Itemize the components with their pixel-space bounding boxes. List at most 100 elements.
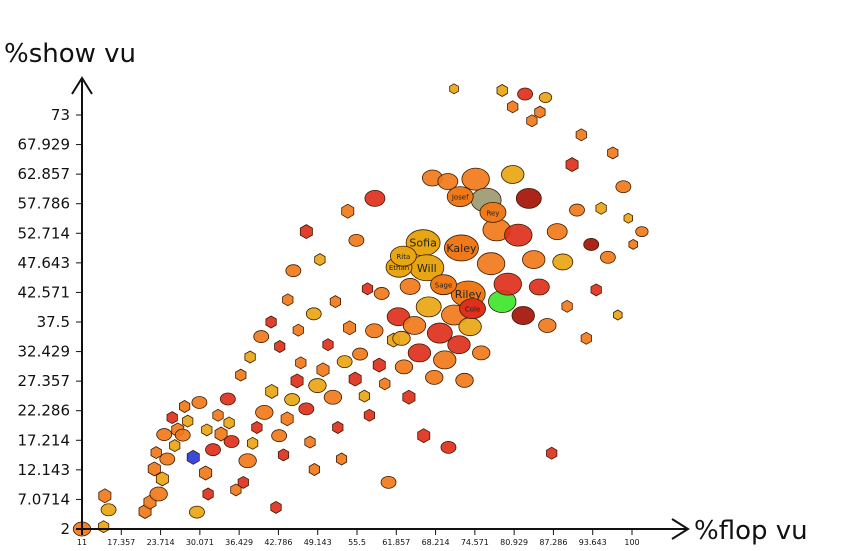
scatter-point <box>402 316 427 335</box>
scatter-point <box>100 503 117 517</box>
scatter-point <box>149 486 168 502</box>
x-ticks: 11 17.357 23.714 30.071 36.429 42.786 49.143 55… <box>77 529 640 547</box>
scatter-point <box>569 203 585 217</box>
scatter-point <box>565 157 579 173</box>
x-tick-label: 80.929 <box>500 538 528 547</box>
x-tick-label: 30.071 <box>186 538 214 547</box>
scatter-point <box>186 449 200 465</box>
x-tick-label: 17.357 <box>107 538 135 547</box>
scatter-point <box>449 83 459 95</box>
scatter-point <box>613 309 623 321</box>
point-label: Cole <box>465 306 480 314</box>
scatter-point <box>440 440 457 454</box>
scatter-point <box>583 238 600 251</box>
scatter-point <box>607 146 619 160</box>
scatter-point <box>308 378 327 393</box>
point-label: Kaley <box>446 242 477 255</box>
x-tick-label: 42.786 <box>264 538 292 547</box>
scatter-point <box>476 252 506 276</box>
y-tick-label: 52.714 <box>18 224 71 242</box>
scatter-point <box>425 369 444 385</box>
labeled-point <box>389 245 417 267</box>
scatter-point <box>372 357 386 373</box>
scatter-point <box>415 296 442 318</box>
scatter-point <box>314 253 326 267</box>
scatter-point <box>201 423 213 437</box>
scatter-point <box>348 371 362 387</box>
scatter-point <box>277 448 290 462</box>
scatter-point <box>379 377 391 391</box>
scatter-point <box>202 487 214 501</box>
labeled-point <box>459 298 486 319</box>
point-label: Ethan <box>389 264 409 272</box>
scatter-point <box>253 330 270 343</box>
scatter-point <box>493 272 522 296</box>
scatter-point <box>504 223 533 247</box>
scatter-point <box>156 428 173 441</box>
point-label: Riley <box>455 288 483 301</box>
x-tick-label: 11 <box>77 538 87 547</box>
scatter-point <box>546 223 568 241</box>
scatter-point <box>271 429 288 443</box>
scatter-point <box>255 404 274 420</box>
point-label: Rita <box>396 253 410 261</box>
scatter-point <box>336 355 353 369</box>
point-label: Rey <box>486 209 499 217</box>
scatter-point <box>169 439 181 453</box>
scatter-point <box>323 389 343 405</box>
scatter-point <box>329 295 342 309</box>
scatter-point <box>270 500 282 514</box>
scatter-point <box>280 411 294 427</box>
scatter-point <box>298 402 315 416</box>
scatter-point <box>282 293 294 307</box>
scatter-point <box>237 475 249 489</box>
scatter-point <box>189 505 205 519</box>
scatter-point <box>174 428 191 442</box>
scatter-point <box>515 187 542 209</box>
scatter-point <box>246 436 259 450</box>
y-axis-title: %show vu <box>4 39 136 69</box>
scatter-point <box>501 165 525 184</box>
scatter-point <box>417 428 431 444</box>
scatter-point <box>599 250 616 264</box>
x-tick-label: 49.143 <box>304 538 332 547</box>
scatter-point <box>322 338 334 352</box>
scatter-point <box>98 520 110 534</box>
y-tick-label: 67.929 <box>18 136 71 154</box>
scatter-point <box>407 343 432 363</box>
y-ticks: 2 7.0714 12.143 17.214 22.286 27.357 32.429 37.… <box>18 106 82 538</box>
scatter-point <box>455 372 474 388</box>
scatter-point <box>364 189 386 207</box>
x-tick-label: 23.714 <box>147 538 175 547</box>
labeled-point <box>479 201 507 223</box>
x-tick-label: 55.5 <box>348 538 366 547</box>
point-label: Sofia <box>409 237 436 250</box>
y-tick-label: 73 <box>51 106 70 124</box>
scatter-point <box>150 446 162 460</box>
scatter-point <box>361 282 374 296</box>
scatter-point <box>212 408 224 422</box>
scatter-point <box>365 323 384 339</box>
y-tick-label: 27.357 <box>18 372 71 390</box>
scatter-point <box>380 475 397 489</box>
y-tick-label: 32.429 <box>18 343 71 361</box>
scatter-point <box>265 315 277 329</box>
scatter-point <box>517 87 533 101</box>
scatter-point <box>292 323 304 337</box>
scatter-point <box>251 421 263 434</box>
point-label: Will <box>417 262 437 275</box>
scatter-point <box>399 278 421 295</box>
labeled-point <box>430 274 457 296</box>
scatter-point <box>528 278 550 296</box>
scatter-point <box>290 373 304 389</box>
y-tick-label: 22.286 <box>18 402 71 420</box>
scatter-point <box>358 389 371 403</box>
scatter-point <box>178 400 191 413</box>
scatter-point <box>363 408 376 422</box>
x-tick-label: 93.643 <box>579 538 607 547</box>
y-tick-label: 47.643 <box>18 254 71 272</box>
y-tick-label: 2 <box>60 520 70 538</box>
scatter-point <box>635 226 649 238</box>
scatter-point <box>538 92 553 103</box>
y-axis-arrow <box>71 76 93 95</box>
